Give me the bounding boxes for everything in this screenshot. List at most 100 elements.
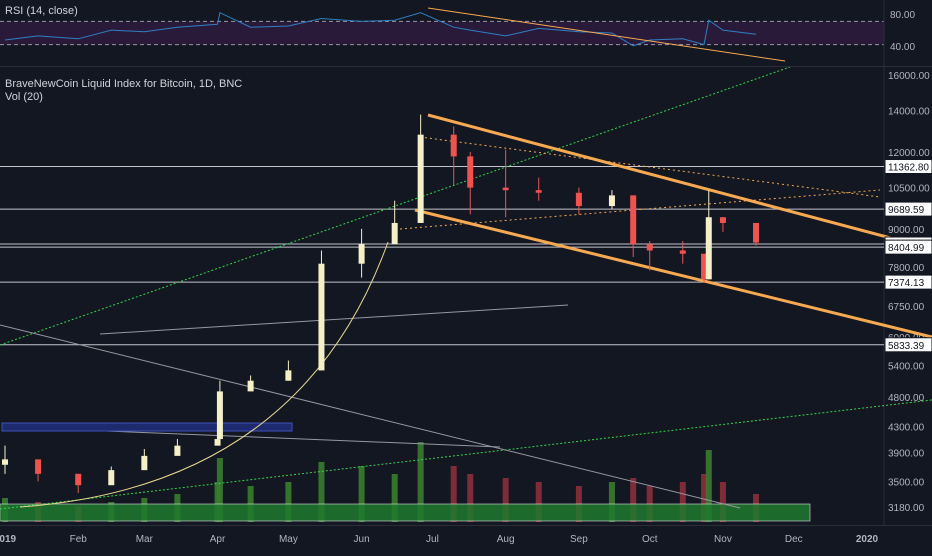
candle-body [450,134,457,157]
candle-body [108,470,115,486]
volume-bar [318,462,325,522]
volume-bar [216,458,223,522]
candle-body [214,439,221,446]
candle-body [467,156,474,188]
volume-highlight-box [0,503,811,522]
rsi-line [4,11,757,47]
candle-body [318,263,325,371]
price-tag-bg [884,201,932,217]
price-chart: 16000.00 14000.00 12000.00 10500.00 9000.00 7… [0,66,932,525]
channel-mid-dotted-upper [419,136,881,198]
candle-body [705,217,712,280]
time-axis-label: 2019 [0,534,17,545]
price-tag-label: 8404.99 [888,243,925,254]
volume-bar [285,482,292,522]
time-axis-label: Mar [136,534,154,545]
channel-mid-dotted-lower [399,189,881,230]
rsi-trendline [427,7,786,62]
candle-body [753,222,760,243]
grey-trendline-diagonal [0,324,741,509]
rsi-axis-label: 40.00 [890,42,915,53]
price-tag-bg [884,274,932,290]
price-tag-bg [884,159,932,175]
price-tag-bg [884,337,932,353]
price-axis-bg [884,67,932,525]
rsi-pane[interactable]: 80.00 40.00 RSI (14, close) [0,0,932,66]
rsi-axis-label: 80.00 [890,10,915,21]
candle-body [502,187,509,191]
volume-bar [630,478,637,522]
volume-bar [705,450,712,522]
rsi-axis-bg [884,0,932,66]
time-axis-label: Oct [642,534,658,545]
time-axis-label: Feb [70,534,88,545]
price-axis-label: 3500.00 [888,477,925,488]
volume-bar [679,482,686,522]
price-axis-label: 3900.00 [888,448,925,459]
time-axis-label: May [279,534,298,545]
candle-body [247,380,254,392]
blue-range-box [1,422,293,432]
candle-body [141,455,148,471]
time-axis-label: Apr [210,534,226,545]
candle-body [535,190,542,193]
green-trendline-upper [0,66,791,346]
candle-body [2,459,8,465]
volume-bar [391,474,398,522]
price-tag-label: 5833.39 [888,341,925,352]
candle-body [285,370,292,381]
rsi-legend[interactable]: RSI (14, close) [5,5,78,17]
volume-bar [417,442,424,522]
price-axis-label: 9000.00 [888,225,925,236]
time-axis[interactable]: 2019 Feb Mar Apr May Jun Jul Aug Sep Oct Nov Dec 202… [0,525,932,551]
grey-trendline-flat [99,304,569,335]
candle-body [701,253,708,280]
time-axis-label: 2020 [856,534,879,545]
volume-bar [502,478,509,522]
time-axis-labels: 2019 Feb Mar Apr May Jun Jul Aug Sep Oct Nov Dec 202… [0,534,879,545]
candle-body [358,244,365,264]
candle-body [417,134,424,223]
time-axis-label: Nov [714,534,732,545]
pane-separator[interactable] [0,66,932,67]
candle-body [646,244,653,251]
time-axis-label: Jun [354,534,370,545]
parabolic-curve [19,241,389,508]
time-axis-label: Aug [497,534,515,545]
rsi-chart: 80.00 40.00 [0,0,932,66]
green-trendline-lower [0,399,932,510]
candle-body [630,195,637,245]
channel-upper-line [427,113,932,251]
symbol-legend[interactable]: BraveNewCoin Liquid Index for Bitcoin, 1… [5,78,243,90]
price-tag-bg [884,239,932,255]
volume-bar [535,482,542,522]
volume-bar [701,474,708,522]
price-axis-label: 12000.00 [888,148,930,159]
volume-bar [358,466,365,522]
price-axis-label: 16000.00 [888,71,930,82]
candle-body [35,459,42,474]
volume-bar [467,474,474,522]
price-axis-label: 10500.00 [888,184,930,195]
candle-body [575,192,582,207]
main-chart-pane[interactable]: 16000.00 14000.00 12000.00 10500.00 9000.00 7… [0,66,932,525]
price-axis-label: 6750.00 [888,302,925,313]
price-axis-label: 4800.00 [888,393,925,404]
price-tag-label: 7374.13 [888,278,925,289]
time-axis-label: Dec [785,534,803,545]
candle-body [216,391,223,440]
candle-body [75,473,82,486]
candle-body [174,445,181,456]
candle-body [391,222,398,245]
candle-body [679,250,686,254]
volume-legend[interactable]: Vol (20) [5,91,43,103]
channel-lower-line [414,208,932,339]
candle-body [719,217,726,223]
price-tag-label: 9689.59 [888,205,925,216]
time-axis-label: Sep [570,534,588,545]
volume-bar [719,482,726,522]
price-axis-label: 7800.00 [888,263,925,274]
rsi-band-fill [0,21,884,45]
volume-bar [608,482,615,522]
price-tag-label: 11362.80 [888,163,929,174]
